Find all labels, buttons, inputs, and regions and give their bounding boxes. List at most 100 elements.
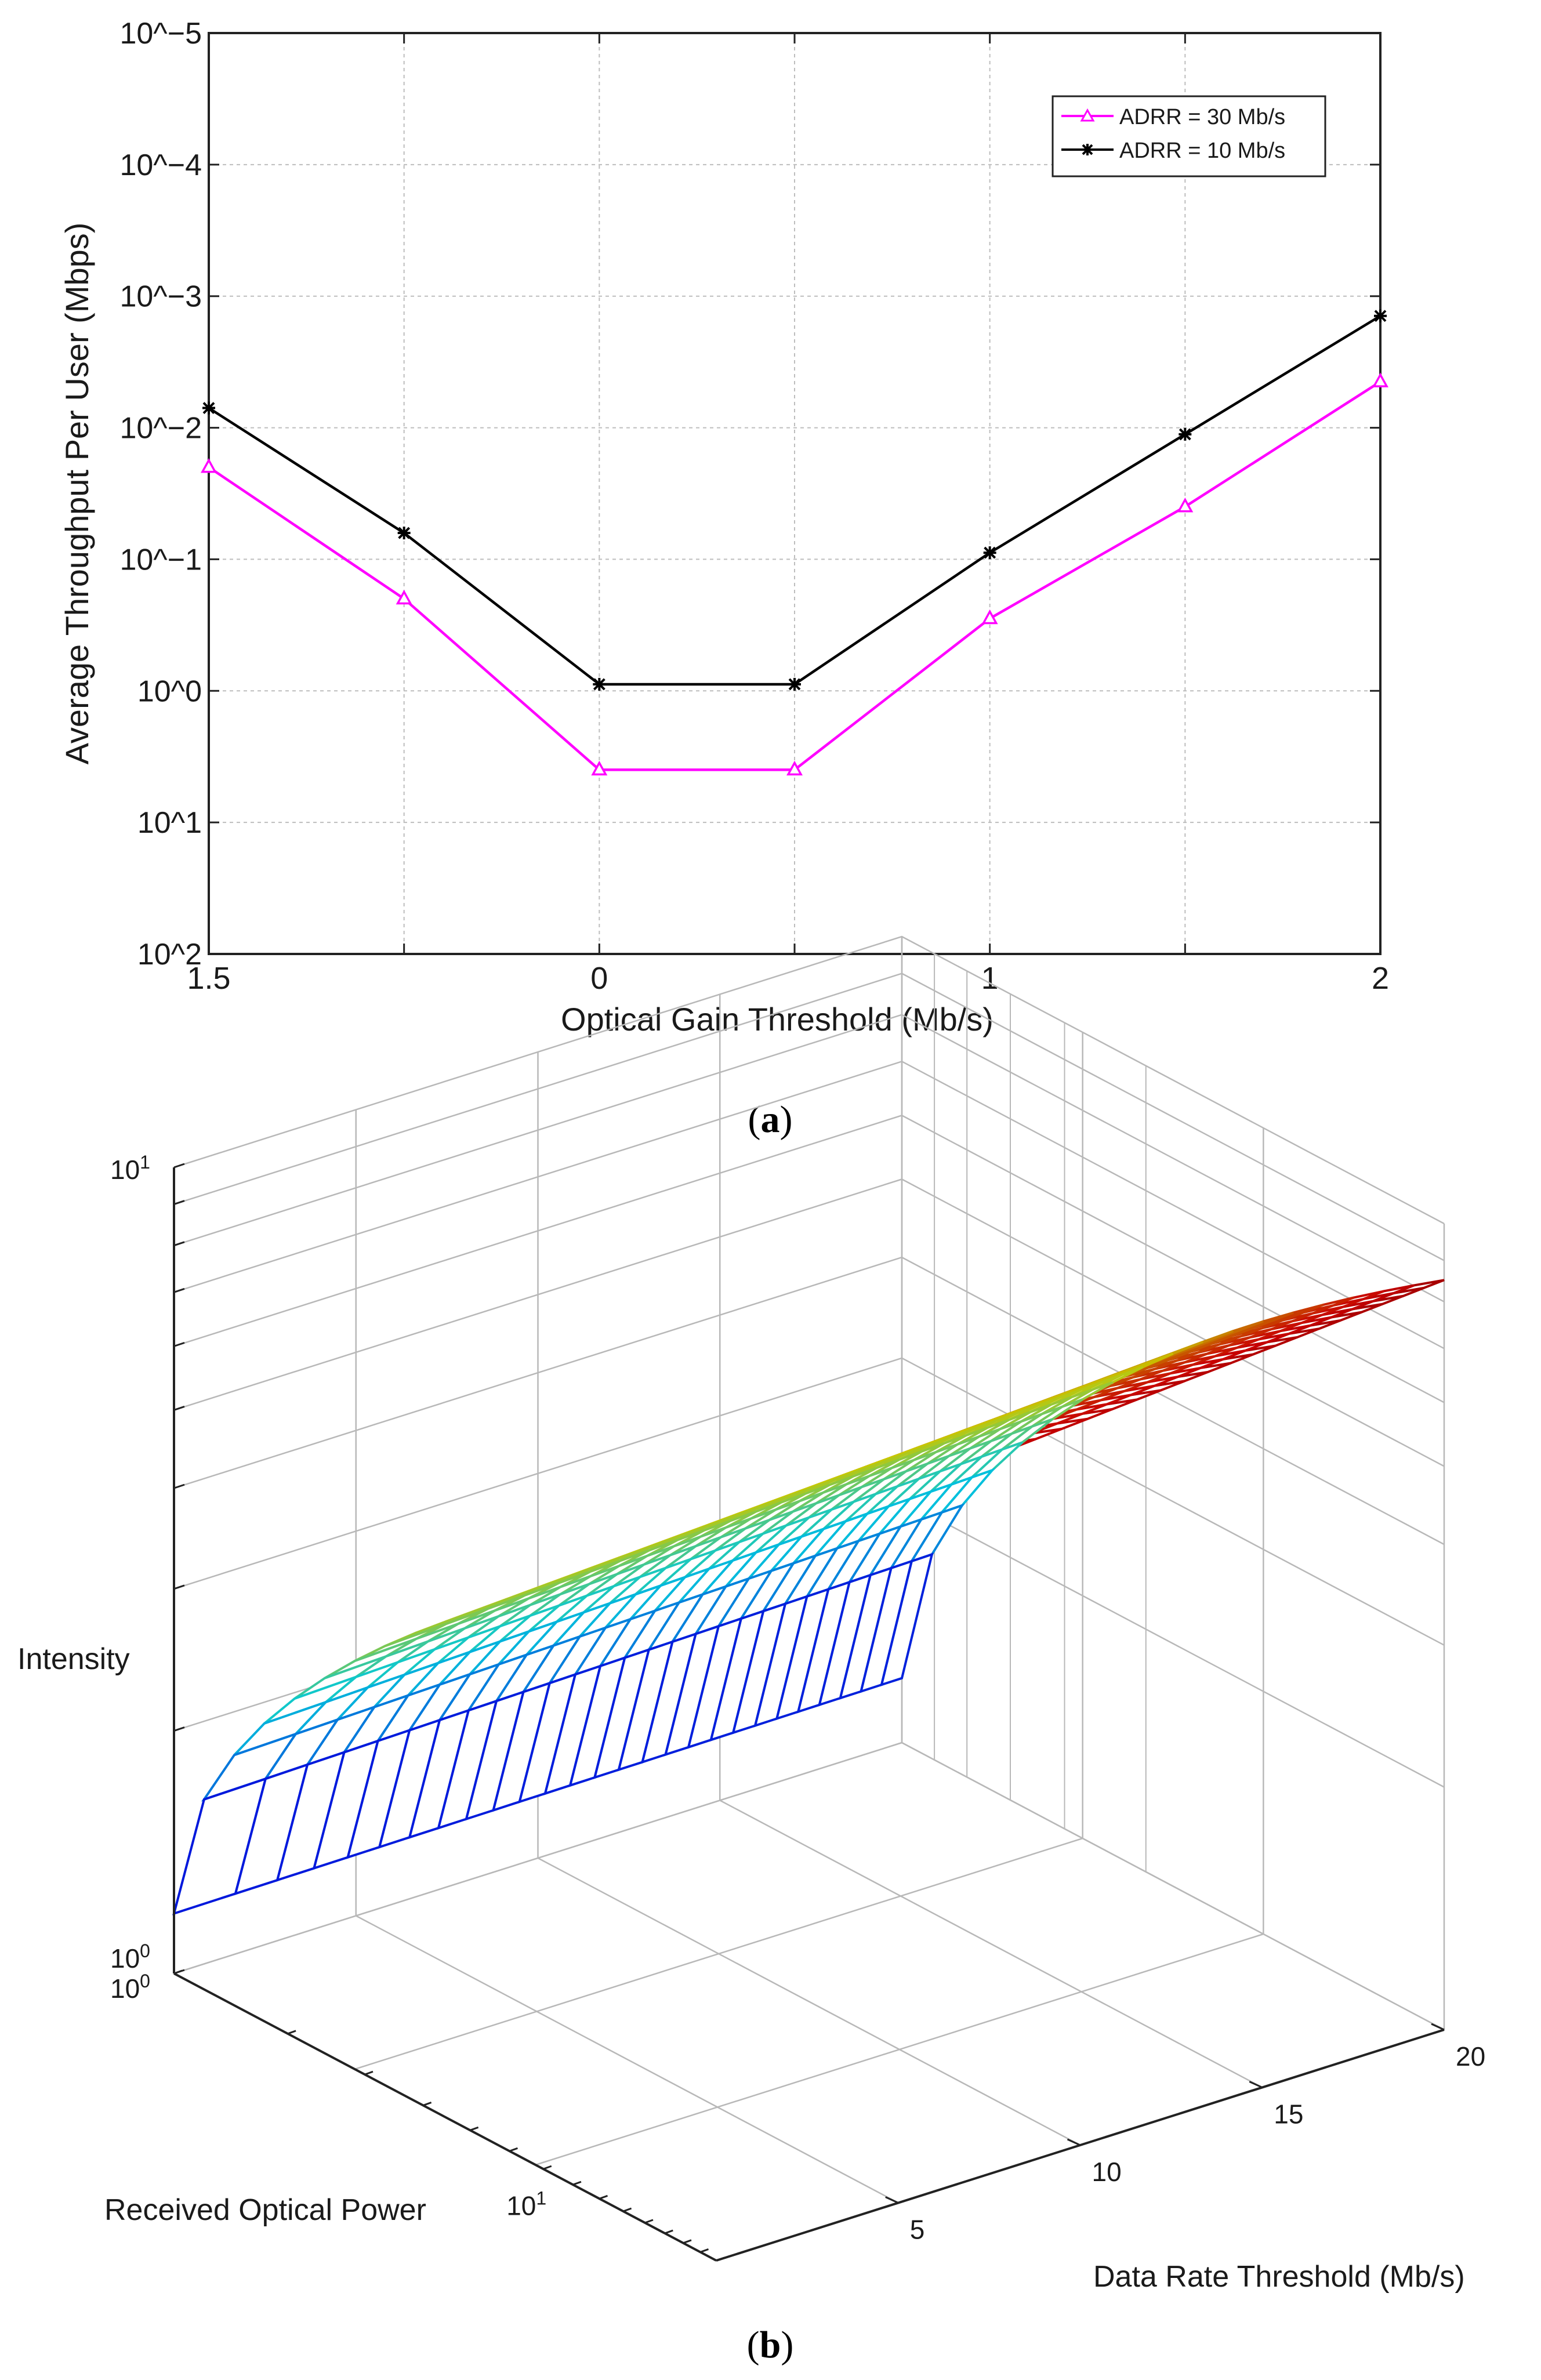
x-tick — [509, 2147, 518, 2152]
y-axis-label: Average Throughput Per User (Mbps) — [59, 223, 95, 765]
data-point-2 — [593, 677, 606, 691]
box-grid-line — [354, 1837, 1083, 2070]
z-tick — [173, 1483, 185, 1489]
legend-marker-1 — [1080, 108, 1095, 122]
box-grid-line — [173, 973, 1445, 1261]
box-grid-line — [173, 1014, 1445, 1303]
data-point-2 — [397, 527, 411, 540]
z-tick — [173, 1726, 185, 1732]
box-grid-line — [173, 1357, 1445, 1646]
y-tick — [1431, 2023, 1445, 2031]
x-tick — [572, 2181, 582, 2186]
x-tick — [470, 2126, 479, 2131]
y-tick-label: 10^−2 — [119, 412, 202, 445]
panel-label-b: (b) — [747, 2324, 794, 2366]
x-tick — [599, 2194, 608, 2200]
z-axis-label: Intensity — [17, 1642, 130, 1676]
surface-mesh — [172, 1279, 1445, 1915]
y-tick-label: 10^−5 — [119, 17, 202, 50]
box-grid-line — [535, 1933, 1264, 2166]
data-point-1 — [201, 458, 217, 473]
grid — [209, 33, 1380, 954]
x-axis-label-b: Received Optical Power — [104, 2193, 426, 2227]
data-point-1 — [1372, 372, 1388, 387]
legend-entry-2: ADRR = 10 Mb/s — [1061, 139, 1285, 163]
data-point-1 — [786, 760, 803, 776]
legend-entry-1: ADRR = 30 Mb/s — [1061, 105, 1285, 129]
z-tick — [173, 1163, 185, 1169]
y-tick-label: 15 — [1274, 2099, 1303, 2129]
x-tick — [664, 2229, 673, 2234]
x-tick — [683, 2239, 692, 2244]
z-tick-label: 101 — [110, 1152, 150, 1185]
z-tick — [173, 1287, 185, 1293]
x-axis-label: Optical Gain Threshold (Mb/s) — [561, 1001, 994, 1037]
y-tick-label: 10^0 — [137, 674, 202, 708]
surface-cell — [880, 1552, 934, 1687]
data-point-1 — [591, 760, 608, 776]
y-axis-label-b: Data Rate Threshold (Mb/s) — [1093, 2260, 1465, 2294]
y-tick-label: 10^2 — [137, 938, 202, 971]
z-tick — [173, 1241, 185, 1247]
x-tick — [644, 2219, 654, 2224]
x-tick-label: 1 — [981, 961, 999, 996]
box-grid-line — [356, 1915, 899, 2204]
box-grid-line — [537, 1857, 1081, 2146]
box-grid-line — [173, 1742, 1445, 2031]
x-tick-label: 2 — [1372, 961, 1389, 996]
data-point-2 — [1179, 427, 1192, 441]
x-tick-label: 100 — [110, 1971, 150, 2004]
axis-ticks: 1.5 0 1 2 10^−5 10^−4 10^−3 10^−2 10^−1 10^0 10^1 1… — [119, 17, 1389, 996]
data-point-2 — [202, 401, 215, 415]
box-grid-line — [173, 1256, 1445, 1545]
y-tick-label: 10^−4 — [119, 148, 202, 182]
x-tick-label: 101 — [506, 2187, 546, 2221]
legend: ADRR = 30 Mb/s ADRR = 10 Mb/s — [1051, 95, 1326, 177]
x-tick — [287, 2030, 296, 2035]
x-tick — [699, 2248, 709, 2253]
box-grid-line — [173, 935, 1445, 1225]
data-point-2 — [788, 677, 801, 691]
data-point-1 — [396, 589, 412, 605]
x-axis-line — [173, 1972, 717, 2262]
panel-label-a: (a) — [748, 1098, 793, 1141]
series-group — [201, 309, 1388, 776]
data-point-2 — [983, 546, 996, 560]
data-point-1 — [981, 609, 998, 625]
data-point-1 — [1177, 498, 1194, 513]
y-tick-label: 20 — [1456, 2041, 1485, 2071]
y-tick-label: 10^1 — [137, 806, 202, 840]
box-grid-line — [173, 1060, 1445, 1349]
data-point-2 — [1374, 309, 1387, 322]
y-tick-label: 10 — [1092, 2157, 1122, 2187]
box-grid-line — [173, 1178, 1445, 1467]
x-tick — [423, 2102, 432, 2106]
y-tick-label: 5 — [910, 2215, 925, 2245]
x-tick — [364, 2070, 374, 2076]
y-tick — [1249, 2081, 1263, 2088]
y-tick-label: 10^−1 — [119, 543, 202, 576]
legend-marker-2 — [1082, 144, 1093, 155]
legend-box — [1051, 95, 1326, 177]
z-tick — [173, 1406, 185, 1411]
z-tick — [173, 1584, 185, 1590]
z-tick — [173, 1341, 185, 1347]
y-tick — [1067, 2138, 1081, 2146]
box-grid-line — [173, 1115, 1445, 1403]
z-tick-label: 100 — [110, 1940, 150, 1973]
box-grid-line — [719, 1799, 1263, 2088]
z-tick — [173, 1200, 185, 1206]
legend-label-1: ADRR = 30 Mb/s — [1119, 105, 1285, 129]
x-tick — [173, 1969, 183, 1975]
panel-a-line-chart: 1.5 0 1 2 10^−5 10^−4 10^−3 10^−2 10^−1 10^0 10^1 1… — [59, 17, 1389, 1141]
x-tick — [623, 2207, 632, 2212]
x-tick-label: 1.5 — [187, 961, 230, 996]
x-tick — [543, 2165, 552, 2170]
x-tick-label: 0 — [590, 961, 608, 996]
legend-label-2: ADRR = 10 Mb/s — [1119, 139, 1285, 163]
y-tick-label: 10^−3 — [119, 280, 202, 314]
y-tick — [885, 2196, 899, 2204]
